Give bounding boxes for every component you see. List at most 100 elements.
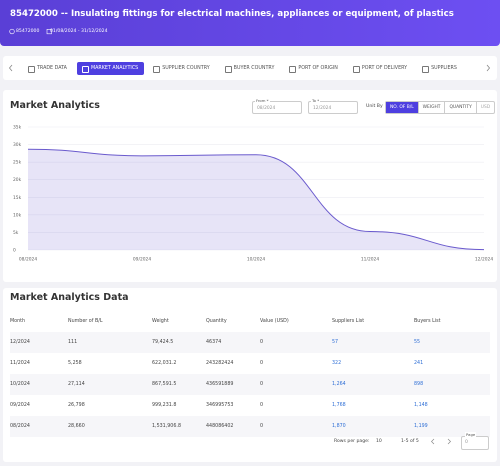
- y-tick-label: 30k: [13, 142, 22, 148]
- tab[interactable]: BUYER COUNTRY: [220, 62, 281, 75]
- column-header: Suppliers List: [332, 319, 365, 324]
- cell: 26,798: [68, 403, 85, 408]
- column-header: Quantity: [206, 319, 227, 324]
- cell: 111: [68, 332, 152, 353]
- cell: 448086402: [206, 416, 260, 437]
- date-range: 01/08/2024 - 31/12/2024: [50, 29, 108, 34]
- y-tick-label: 0: [13, 248, 16, 254]
- cell: 10/2024: [10, 374, 68, 395]
- prev-arrow[interactable]: [8, 64, 13, 72]
- page-value: 0: [465, 440, 468, 445]
- table-row: 10/2024 27,114 867,591.5 436591889 0 1,264 898: [10, 374, 490, 395]
- page-label: Page: [465, 432, 477, 437]
- unit-button[interactable]: NO. OF B/L: [386, 102, 418, 113]
- cell: 27,114: [68, 374, 152, 395]
- cell: 28,660: [68, 416, 152, 437]
- link-cell[interactable]: 322: [332, 361, 342, 366]
- rows-label: Rows per page:: [334, 439, 370, 444]
- link-cell[interactable]: 241: [414, 361, 424, 366]
- tab[interactable]: PORT OF ORIGIN: [284, 62, 343, 75]
- column-header: Weight: [152, 319, 169, 324]
- page-arrows: [431, 438, 451, 445]
- column-header: Buyers List: [414, 319, 441, 324]
- cell: 09/2024: [10, 403, 30, 408]
- cell: 08/2024: [10, 416, 68, 437]
- hs-code: 85472000: [16, 29, 40, 34]
- cell: 46374: [206, 332, 260, 353]
- data-table: Month Number of B/L Weight Quantity Value (U…: [10, 311, 490, 437]
- tab[interactable]: PORT OF DELIVERY: [348, 62, 413, 75]
- table-row: 09/2024 26,798 999,231.8 346995753 0 1,768 1,1…: [10, 395, 490, 416]
- cell: 243282424: [206, 361, 234, 366]
- unit-button[interactable]: WEIGHT: [417, 102, 445, 113]
- chart-title: Market Analytics: [10, 100, 100, 111]
- y-tick-label: 25k: [13, 160, 22, 166]
- y-tick-label: 10k: [13, 212, 22, 218]
- link-cell[interactable]: 1,199: [414, 416, 490, 437]
- table-title: Market Analytics Data: [10, 292, 129, 303]
- next-page[interactable]: [447, 438, 451, 445]
- tab[interactable]: MARKET ANALYTICS: [76, 61, 145, 75]
- column-header: Number of B/L: [68, 319, 103, 324]
- table-row: 12/2024 111 79,424.5 46374 0 57 55: [10, 332, 490, 353]
- x-tick-label: 12/2024: [475, 257, 493, 263]
- link-cell[interactable]: 1,768: [332, 403, 346, 408]
- unit-button[interactable]: QUANTITY: [444, 102, 475, 113]
- next-arrow[interactable]: [486, 64, 491, 72]
- to-label: To *: [311, 98, 321, 103]
- cell: 999,231.8: [152, 403, 177, 408]
- x-tick-label: 10/2024: [247, 257, 265, 263]
- link-cell[interactable]: 57: [332, 332, 414, 353]
- cell: 622,031.2: [152, 361, 177, 366]
- link-cell[interactable]: 898: [414, 374, 490, 395]
- chart: 0 5k 10k 15k 20k 25k 30k 35k 08/2024 09/2024 10/20…: [13, 125, 493, 263]
- y-tick-label: 15k: [13, 195, 22, 201]
- tab[interactable]: TRADE DATA: [23, 62, 73, 75]
- header-title: 85472000 -- Insulating fittings for elec…: [10, 9, 454, 19]
- link-cell[interactable]: 1,148: [414, 403, 428, 408]
- unit-buttons: NO. OF B/L WEIGHT QUANTITY USD: [385, 101, 496, 114]
- cell: 11/2024: [10, 361, 30, 366]
- rows-select[interactable]: 10: [376, 439, 382, 444]
- cell: 0: [260, 416, 332, 437]
- tab[interactable]: SUPPLIER COUNTRY: [148, 62, 215, 75]
- cell: 867,591.5: [152, 374, 206, 395]
- from-label: From *: [255, 98, 270, 103]
- x-tick-label: 08/2024: [19, 257, 37, 263]
- y-tick-label: 35k: [13, 125, 22, 131]
- cell: 79,424.5: [152, 332, 206, 353]
- prev-page[interactable]: [431, 438, 435, 445]
- header: 85472000 -- Insulating fittings for elec…: [0, 0, 500, 46]
- y-tick-label: 5k: [13, 230, 19, 236]
- column-header: Month: [10, 319, 26, 324]
- from-input[interactable]: 08/2024: [252, 101, 302, 114]
- x-tick-label: 11/2024: [361, 257, 379, 263]
- cell: 0: [260, 374, 332, 395]
- page-range: 1-5 of 5: [401, 439, 419, 444]
- cell: 0: [260, 361, 264, 366]
- y-tick-label: 20k: [13, 177, 22, 183]
- unit-button[interactable]: USD: [475, 102, 494, 113]
- cell: 5,258: [68, 361, 82, 366]
- cell: 12/2024: [10, 332, 68, 353]
- area: [28, 149, 484, 250]
- cell: 436591889: [206, 374, 260, 395]
- link-cell[interactable]: 1,264: [332, 374, 414, 395]
- cell: 1,531,906.8: [152, 416, 206, 437]
- tab-bar: TRADE DATA MARKET ANALYTICS SUPPLIER COUNT…: [3, 56, 497, 80]
- tab[interactable]: SUPPLIERS: [417, 62, 463, 75]
- column-header: Value (USD): [260, 319, 289, 324]
- link-cell[interactable]: 1,870: [332, 416, 414, 437]
- to-input[interactable]: 12/2024: [308, 101, 358, 114]
- cell: 0: [260, 403, 264, 408]
- tab-arrows: [8, 64, 491, 72]
- x-tick-label: 09/2024: [133, 257, 151, 263]
- line: [27, 148, 485, 251]
- unit-label: Unit By: [366, 104, 383, 109]
- link-cell[interactable]: 55: [414, 332, 490, 353]
- cell: 346995753: [206, 403, 234, 408]
- header-row: Month Number of B/L Weight Quantity Value (U…: [10, 311, 490, 332]
- table-row: 11/2024 5,258 622,031.2 243282424 0 322 241: [10, 353, 490, 374]
- table-row: 08/2024 28,660 1,531,906.8 448086402 0 1,870 1…: [10, 416, 490, 437]
